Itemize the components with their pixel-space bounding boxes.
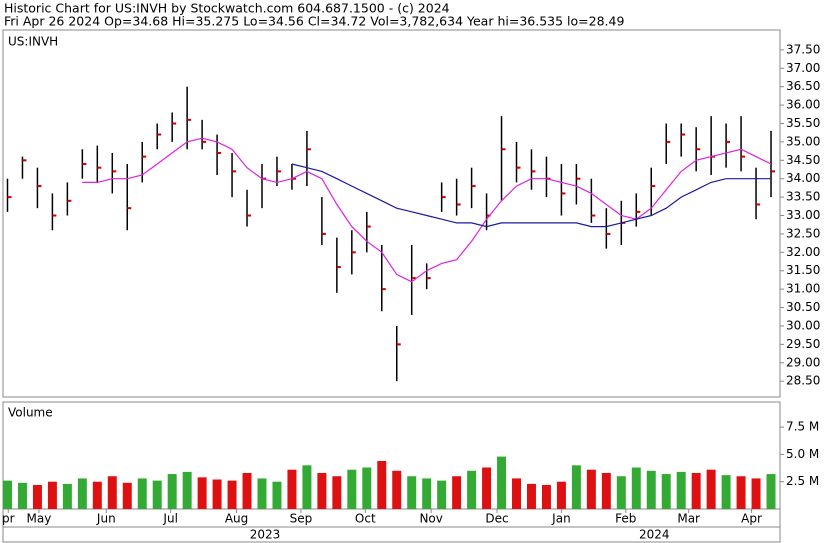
volume-bar (512, 478, 521, 509)
volume-bar (272, 481, 282, 509)
volume-bar (197, 477, 207, 509)
x-tick-label: pr (2, 512, 15, 526)
volume-bar (212, 479, 222, 509)
y-tick-label: 29.00 (786, 355, 820, 369)
volume-bar (137, 478, 147, 509)
x-tick-label: May (27, 512, 52, 526)
volume-bar (287, 469, 297, 509)
volume-bar (227, 480, 237, 509)
x-tick-label: Nov (419, 512, 442, 526)
volume-bar (302, 465, 312, 509)
volume-bar (422, 478, 432, 509)
x-tick-label: Sep (290, 512, 313, 526)
year-label: 2024 (639, 528, 670, 542)
volume-bar (467, 470, 477, 509)
volume-bar (3, 480, 12, 509)
y-tick-label: 34.00 (786, 171, 820, 185)
y-tick-label: 30.00 (786, 318, 820, 332)
x-tick-label: Aug (225, 512, 248, 526)
volume-bar (362, 467, 372, 509)
y-tick-label: 33.00 (786, 208, 820, 222)
x-tick-label: Dec (485, 512, 508, 526)
volume-bar (17, 482, 27, 509)
volume-bar (631, 467, 641, 509)
x-tick-label: Oct (355, 512, 376, 526)
year-axis (2, 526, 781, 543)
volume-bar (556, 481, 566, 509)
x-tick-label: Apr (741, 512, 762, 526)
volume-bar (661, 474, 671, 509)
volume-bar (257, 478, 267, 509)
volume-bar (92, 481, 102, 509)
volume-bar (167, 474, 177, 509)
volume-bar (32, 484, 42, 509)
volume-bar (616, 476, 626, 509)
volume-bar (62, 483, 72, 509)
volume-bar (721, 475, 731, 509)
x-tick-label: Jul (162, 512, 177, 526)
volume-bar (646, 470, 656, 509)
volume-bar (392, 470, 402, 509)
volume-bar (377, 460, 387, 509)
y-tick-label: 7.5 M (786, 420, 819, 434)
volume-bar (482, 467, 492, 509)
volume-bar (751, 478, 761, 509)
y-tick-label: 29.50 (786, 337, 820, 351)
y-tick-label: 35.00 (786, 134, 820, 148)
volume-bar (182, 471, 192, 509)
y-tick-label: 36.00 (786, 98, 820, 112)
price-panel (2, 29, 781, 398)
y-tick-label: 5.0 M (786, 447, 819, 461)
volume-bar (407, 476, 417, 509)
moving-average (291, 163, 771, 228)
x-tick-label: Mar (677, 512, 700, 526)
volume-bar (317, 472, 327, 509)
x-tick-label: Jan (551, 512, 571, 526)
volume-bar (497, 456, 507, 509)
volume-bar (706, 469, 716, 509)
price-title: US:INVH (8, 35, 58, 49)
y-tick-label: 37.00 (786, 61, 820, 75)
y-tick-label: 31.00 (786, 282, 820, 296)
y-tick-label: 32.50 (786, 226, 820, 240)
volume-bar (586, 469, 596, 509)
volume-bar (541, 484, 551, 509)
volume-bar (107, 476, 117, 509)
volume-bar (526, 483, 536, 509)
y-tick-label: 2.5 M (786, 474, 819, 488)
volume-bar (122, 482, 132, 509)
volume-bar (437, 480, 447, 509)
volume-bar (332, 476, 342, 509)
y-tick-label: 37.50 (786, 42, 820, 56)
volume-bar (152, 480, 162, 509)
y-tick-label: 31.50 (786, 263, 820, 277)
header-line1: Historic Chart for US:INVH by Stockwatch… (4, 1, 450, 16)
volume-bar (691, 472, 701, 509)
volume-bar (571, 465, 581, 509)
volume-bar (452, 476, 462, 509)
header-line2: Fri Apr 26 2024 Op=34.68 Hi=35.275 Lo=34… (4, 14, 624, 29)
volume-bar (766, 474, 776, 509)
x-tick-label: Jun (96, 512, 116, 526)
volume-bar (47, 481, 57, 509)
volume-bar (77, 478, 87, 509)
y-tick-label: 35.50 (786, 116, 820, 130)
x-tick-label: Feb (615, 512, 636, 526)
volume-bar (242, 472, 252, 509)
volume-bar (601, 472, 611, 509)
volume-bar (736, 476, 746, 509)
volume-title: Volume (8, 406, 53, 420)
y-tick-label: 36.50 (786, 79, 820, 93)
y-tick-label: 28.50 (786, 374, 820, 388)
year-label: 2023 (250, 528, 281, 542)
y-tick-label: 34.50 (786, 153, 820, 167)
moving-average (82, 137, 772, 283)
y-tick-label: 33.50 (786, 190, 820, 204)
volume-bar (676, 471, 686, 509)
y-tick-label: 30.50 (786, 300, 820, 314)
y-tick-label: 32.00 (786, 245, 820, 259)
volume-bar (347, 469, 357, 509)
